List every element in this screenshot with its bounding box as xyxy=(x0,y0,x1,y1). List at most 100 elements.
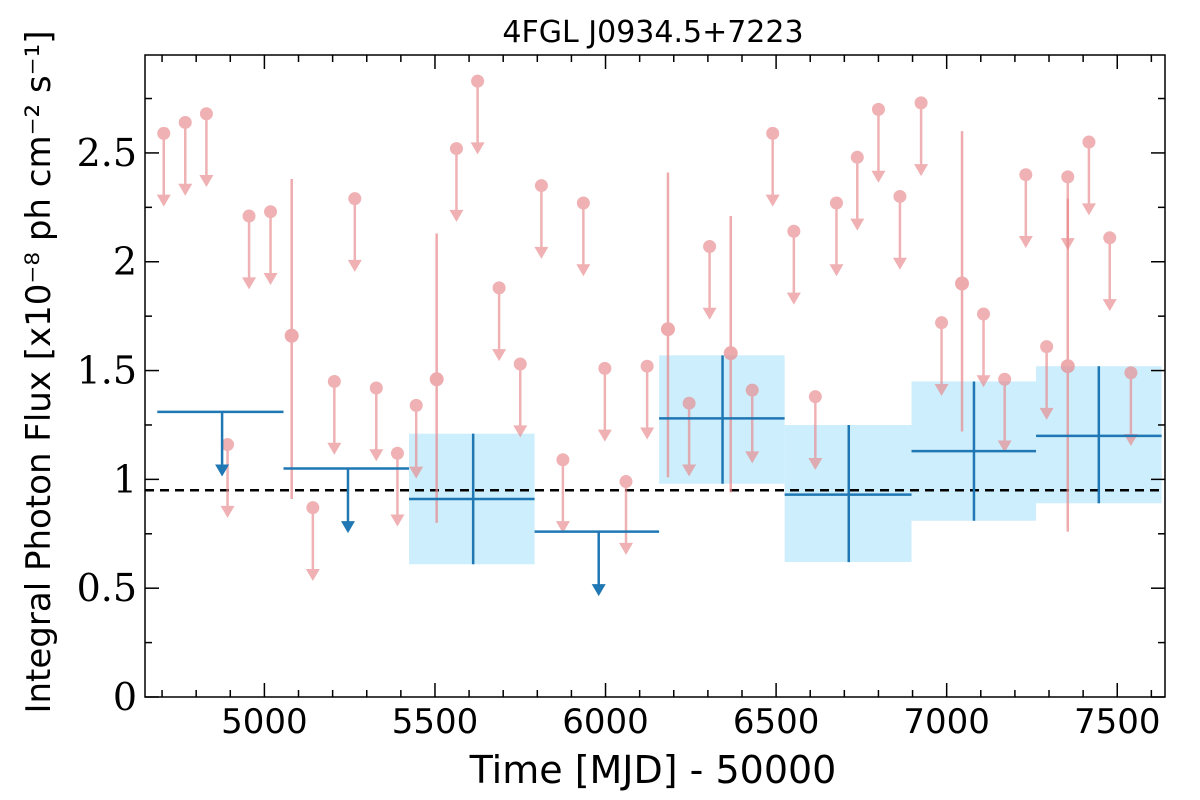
upper-limit-marker xyxy=(829,196,843,210)
upper-limit-point xyxy=(934,316,949,396)
upper-limit-arrow-head xyxy=(220,505,235,518)
upper-limit-arrow-head xyxy=(997,440,1012,453)
upper-limit-arrow-head xyxy=(745,451,760,464)
upper-limit-marker xyxy=(1061,170,1075,184)
upper-limit-arrow-head xyxy=(534,246,549,259)
upper-limit-arrow-head xyxy=(914,164,929,177)
upper-limit-arrow-head xyxy=(892,257,907,270)
upper-limit-point xyxy=(220,438,235,518)
upper-limit-marker xyxy=(745,383,759,397)
upper-limit-arrow-head xyxy=(449,209,464,222)
y-tick-label: 2.5 xyxy=(77,131,137,175)
upper-limit-arrow-head xyxy=(178,183,193,196)
upper-limit-arrow-head xyxy=(327,442,342,455)
upper-limit-marker xyxy=(914,96,928,110)
upper-limit-point xyxy=(850,150,865,231)
upper-limit-arrow-head xyxy=(409,466,424,479)
y-axis-label: Integral Photon Flux [x10⁻⁸ ph cm⁻² s⁻¹] xyxy=(19,30,59,713)
upper-limit-point xyxy=(1102,231,1117,312)
upper-limit-arrow-head xyxy=(808,457,823,470)
upper-limit-point xyxy=(347,192,362,272)
detection-point xyxy=(284,179,299,499)
upper-limit-marker xyxy=(178,115,192,129)
upper-limit-arrow-head xyxy=(156,194,171,207)
upper-limit-arrow-head xyxy=(199,175,214,188)
upper-limit-point xyxy=(871,102,886,183)
upper-limit-arrow-head xyxy=(470,142,485,155)
detection-point xyxy=(723,216,738,493)
upper-limit-arrow-head xyxy=(369,449,384,462)
upper-limit-arrow-head xyxy=(1039,407,1054,420)
long-bin-upper-limit xyxy=(157,410,284,477)
upper-limit-marker xyxy=(348,192,362,206)
upper-limit-point xyxy=(597,361,612,442)
upper-limit-point xyxy=(555,453,570,534)
y-tick-label: 1 xyxy=(113,457,137,501)
upper-limit-point xyxy=(702,240,717,320)
upper-limit-point xyxy=(576,196,591,277)
upper-limit-marker xyxy=(264,205,278,219)
confidence-bands xyxy=(409,355,1162,565)
upper-limit-point xyxy=(682,396,697,477)
upper-limit-point xyxy=(808,390,823,470)
upper-limit-marker xyxy=(1124,366,1138,380)
upper-limit-point xyxy=(199,107,214,188)
y-tick-label: 2 xyxy=(113,240,137,284)
upper-limit-point xyxy=(492,281,507,362)
upper-limit-marker xyxy=(935,316,949,330)
detection-marker xyxy=(955,276,970,291)
upper-limit-marker xyxy=(327,374,341,388)
y-tick-label: 0.5 xyxy=(77,566,137,610)
upper-limit-marker xyxy=(471,74,485,88)
upper-limit-arrow-head xyxy=(934,383,949,396)
x-tick-label: 6500 xyxy=(733,702,820,742)
upper-limit-marker xyxy=(619,475,633,489)
upper-limit-point xyxy=(786,224,801,305)
upper-limit-marker xyxy=(390,446,404,460)
upper-limit-marker xyxy=(576,196,590,210)
long-bin-upper-limit xyxy=(534,530,660,597)
upper-limit-point xyxy=(449,142,464,222)
x-axis-label: Time [MJD] - 50000 xyxy=(469,748,837,792)
y-tick-label: 1.5 xyxy=(77,349,137,393)
upper-limit-point xyxy=(1081,135,1096,216)
upper-limit-arrow-head xyxy=(1102,299,1117,312)
upper-limit-point xyxy=(1018,168,1033,248)
upper-limit-marker xyxy=(682,396,696,410)
upper-limit-point xyxy=(997,372,1012,453)
x-tick-label: 7500 xyxy=(1074,702,1161,742)
axis-ticks: 5000 5500 6000 6500 7000 7500 0 0.5 1 1.5 2 2.5 xyxy=(77,55,1165,742)
upper-limit-marker xyxy=(871,102,885,116)
upper-limit-point xyxy=(1039,340,1054,420)
upper-limit-marker xyxy=(199,107,213,121)
upper-limit-arrow-head xyxy=(871,170,886,183)
upper-limit-point xyxy=(156,126,171,207)
upper-limit-marker xyxy=(369,381,383,395)
upper-limit-point xyxy=(914,96,929,177)
upper-limit-marker xyxy=(449,142,463,156)
upper-limit-arrow-head xyxy=(347,259,362,272)
upper-limit-marker xyxy=(221,438,235,452)
long-bin-detection xyxy=(911,381,1037,521)
upper-limit-marker xyxy=(640,359,654,373)
long-bin-arrow-head xyxy=(215,464,230,477)
upper-limit-arrow-head xyxy=(305,568,320,581)
long-bin-points xyxy=(157,355,1162,597)
upper-limit-marker xyxy=(703,240,717,254)
detection-point xyxy=(955,131,970,432)
upper-limit-point xyxy=(178,115,193,196)
upper-limit-point xyxy=(390,446,405,527)
x-tick-label: 5000 xyxy=(221,702,308,742)
upper-limit-point xyxy=(369,381,384,462)
upper-limit-marker xyxy=(766,126,780,140)
upper-limit-arrow-head xyxy=(597,429,612,442)
upper-limit-marker xyxy=(893,189,907,203)
upper-limit-marker xyxy=(1082,135,1096,149)
long-bin-upper-limit xyxy=(283,467,410,534)
upper-limit-marker xyxy=(157,126,171,140)
detection-marker xyxy=(723,346,738,361)
y-tick-label: 0 xyxy=(113,675,137,719)
long-bin-detection xyxy=(409,433,535,565)
upper-limit-point xyxy=(327,374,342,455)
